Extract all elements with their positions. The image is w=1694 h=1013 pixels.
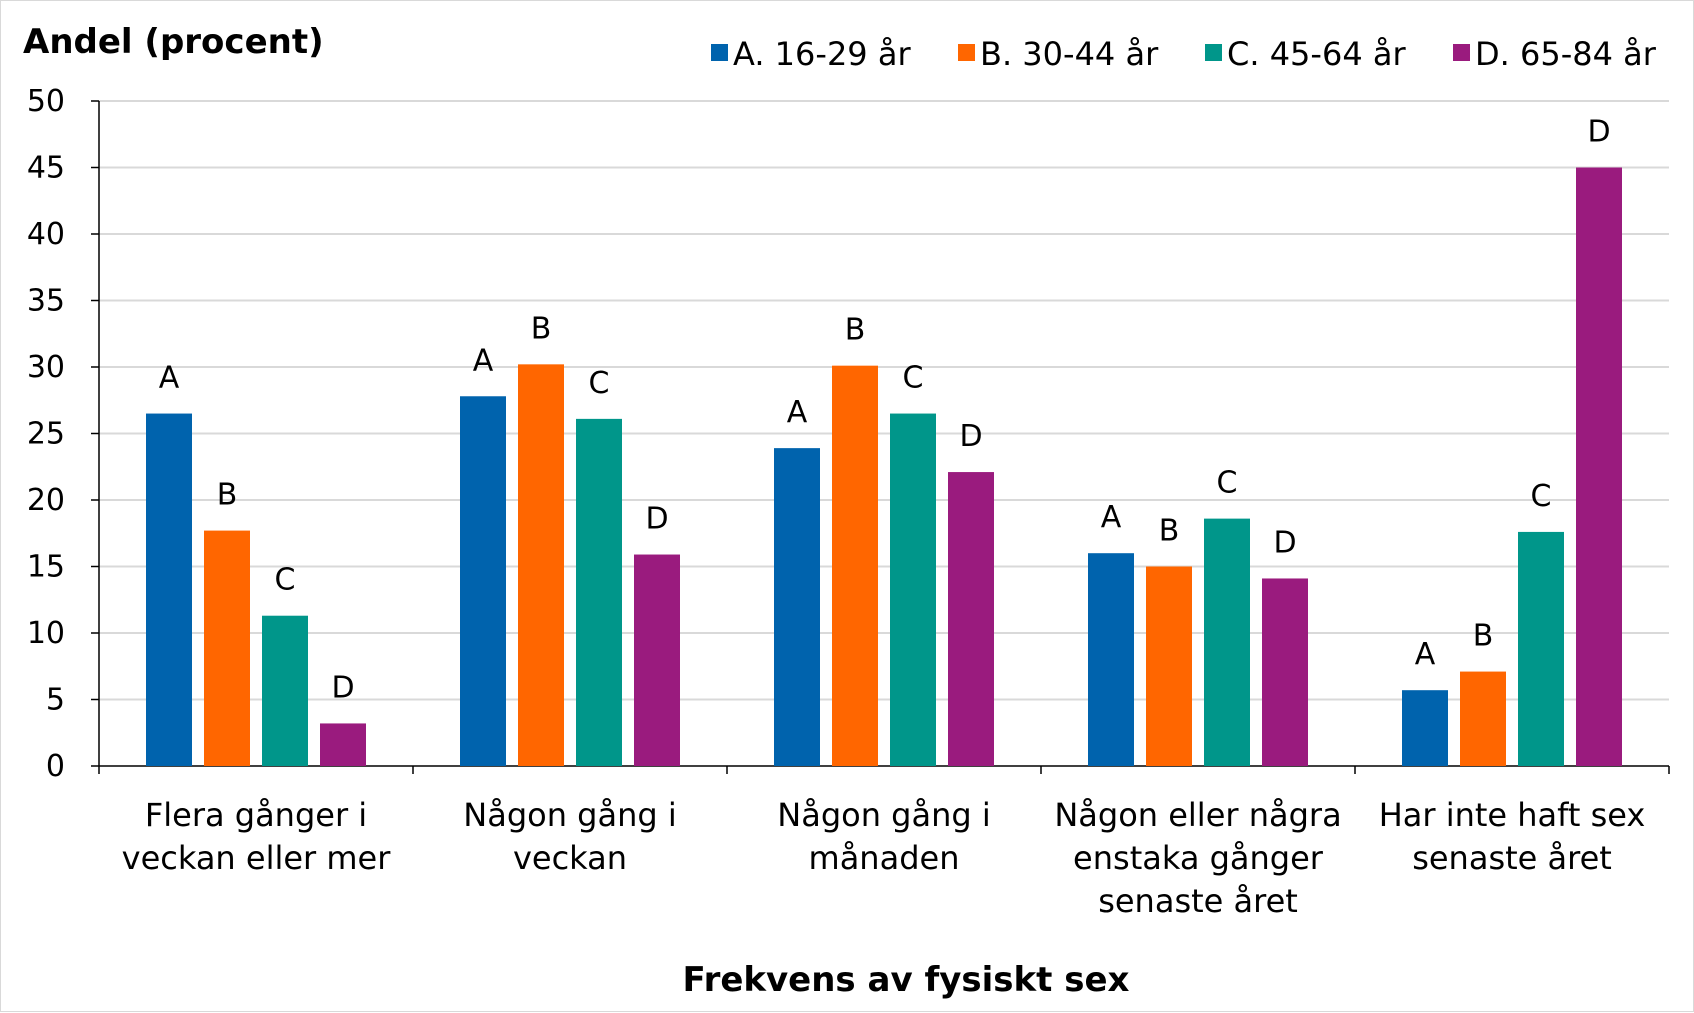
bar [460,396,506,766]
bar-data-label: C [275,563,296,598]
bar-data-label: C [1217,466,1238,501]
category-label: Någon gång i [777,796,990,834]
legend-swatch [1205,44,1222,61]
category-label: Flera gånger i [145,796,367,834]
bar-data-label: A [1415,637,1436,672]
category-label: senaste året [1412,839,1612,877]
bar [634,554,680,766]
category-label: veckan [513,839,627,877]
legend-entry: B. 30-44 år [980,35,1159,73]
bar [890,413,936,766]
y-tick-label: 45 [27,151,65,186]
bar-data-label: D [1273,525,1296,560]
legend-entry: D. 65-84 år [1475,35,1657,73]
bar [1146,566,1192,766]
category-label: Någon gång i [463,796,676,834]
bar [146,413,192,766]
y-tick-label: 10 [27,616,65,651]
bar [518,364,564,766]
y-axis-title: Andel (procent) [23,22,324,62]
y-tick-label: 0 [46,749,65,784]
bar [1518,531,1564,766]
bar-data-label: B [531,311,552,346]
bars [146,167,1622,766]
bar [1460,671,1506,766]
y-tick-label: 15 [27,550,65,585]
bar-data-label: D [1587,115,1610,150]
bar [1262,578,1308,766]
bar-data-label: A [473,343,494,378]
bar [832,365,878,766]
bar [576,418,622,766]
bar-data-label: B [1159,514,1180,549]
bar-data-label: A [787,395,808,430]
bar-data-label: D [645,502,668,537]
bar-data-label: C [903,361,924,396]
legend-swatch [711,44,728,61]
y-tick-label: 5 [46,683,65,718]
bar [774,448,820,766]
bar-data-label: B [217,478,238,513]
legend: A. 16-29 år B. 30-44 år C. 45-64 år D. 65-8… [711,35,1657,73]
gridlines [99,100,1669,701]
category-labels: Flera gånger i veckan eller mer Någon gång… [122,796,1646,920]
bar-data-label: A [1101,500,1122,535]
legend-swatch [958,44,975,61]
category-label: månaden [809,839,960,877]
bar-data-label: B [845,313,866,348]
y-tick-label: 40 [27,217,65,252]
category-label: Har inte haft sex [1379,796,1646,834]
y-tick-label: 35 [27,284,65,319]
bar-data-label: D [331,670,354,705]
bar-data-label: C [589,366,610,401]
legend-swatch [1453,44,1470,61]
legend-entry: A. 16-29 år [733,35,911,73]
category-label: enstaka gånger [1073,839,1324,877]
category-label: veckan eller mer [122,839,392,877]
bar-data-label: D [959,419,982,454]
y-tick-label: 20 [27,483,65,518]
y-tick-label: 30 [27,350,65,385]
bar [1204,518,1250,766]
y-tick-label: 25 [27,417,65,452]
bar-data-label: C [1531,479,1552,514]
category-label: senaste året [1098,882,1298,920]
bar [1088,553,1134,766]
category-label: Någon eller några [1054,796,1341,834]
bar [948,472,994,766]
bar [320,723,366,766]
y-tick-label: 50 [27,84,65,119]
bar-data-label: B [1473,619,1494,654]
bar-data-label: A [159,361,180,396]
bar [204,530,250,766]
legend-entry: C. 45-64 år [1227,35,1406,73]
bar [262,615,308,766]
bar [1402,690,1448,766]
bar [1576,167,1622,766]
x-axis-title: Frekvens av fysiskt sex [683,960,1130,1000]
axes: 0 5 10 15 20 25 30 35 40 45 50 [27,84,1670,784]
